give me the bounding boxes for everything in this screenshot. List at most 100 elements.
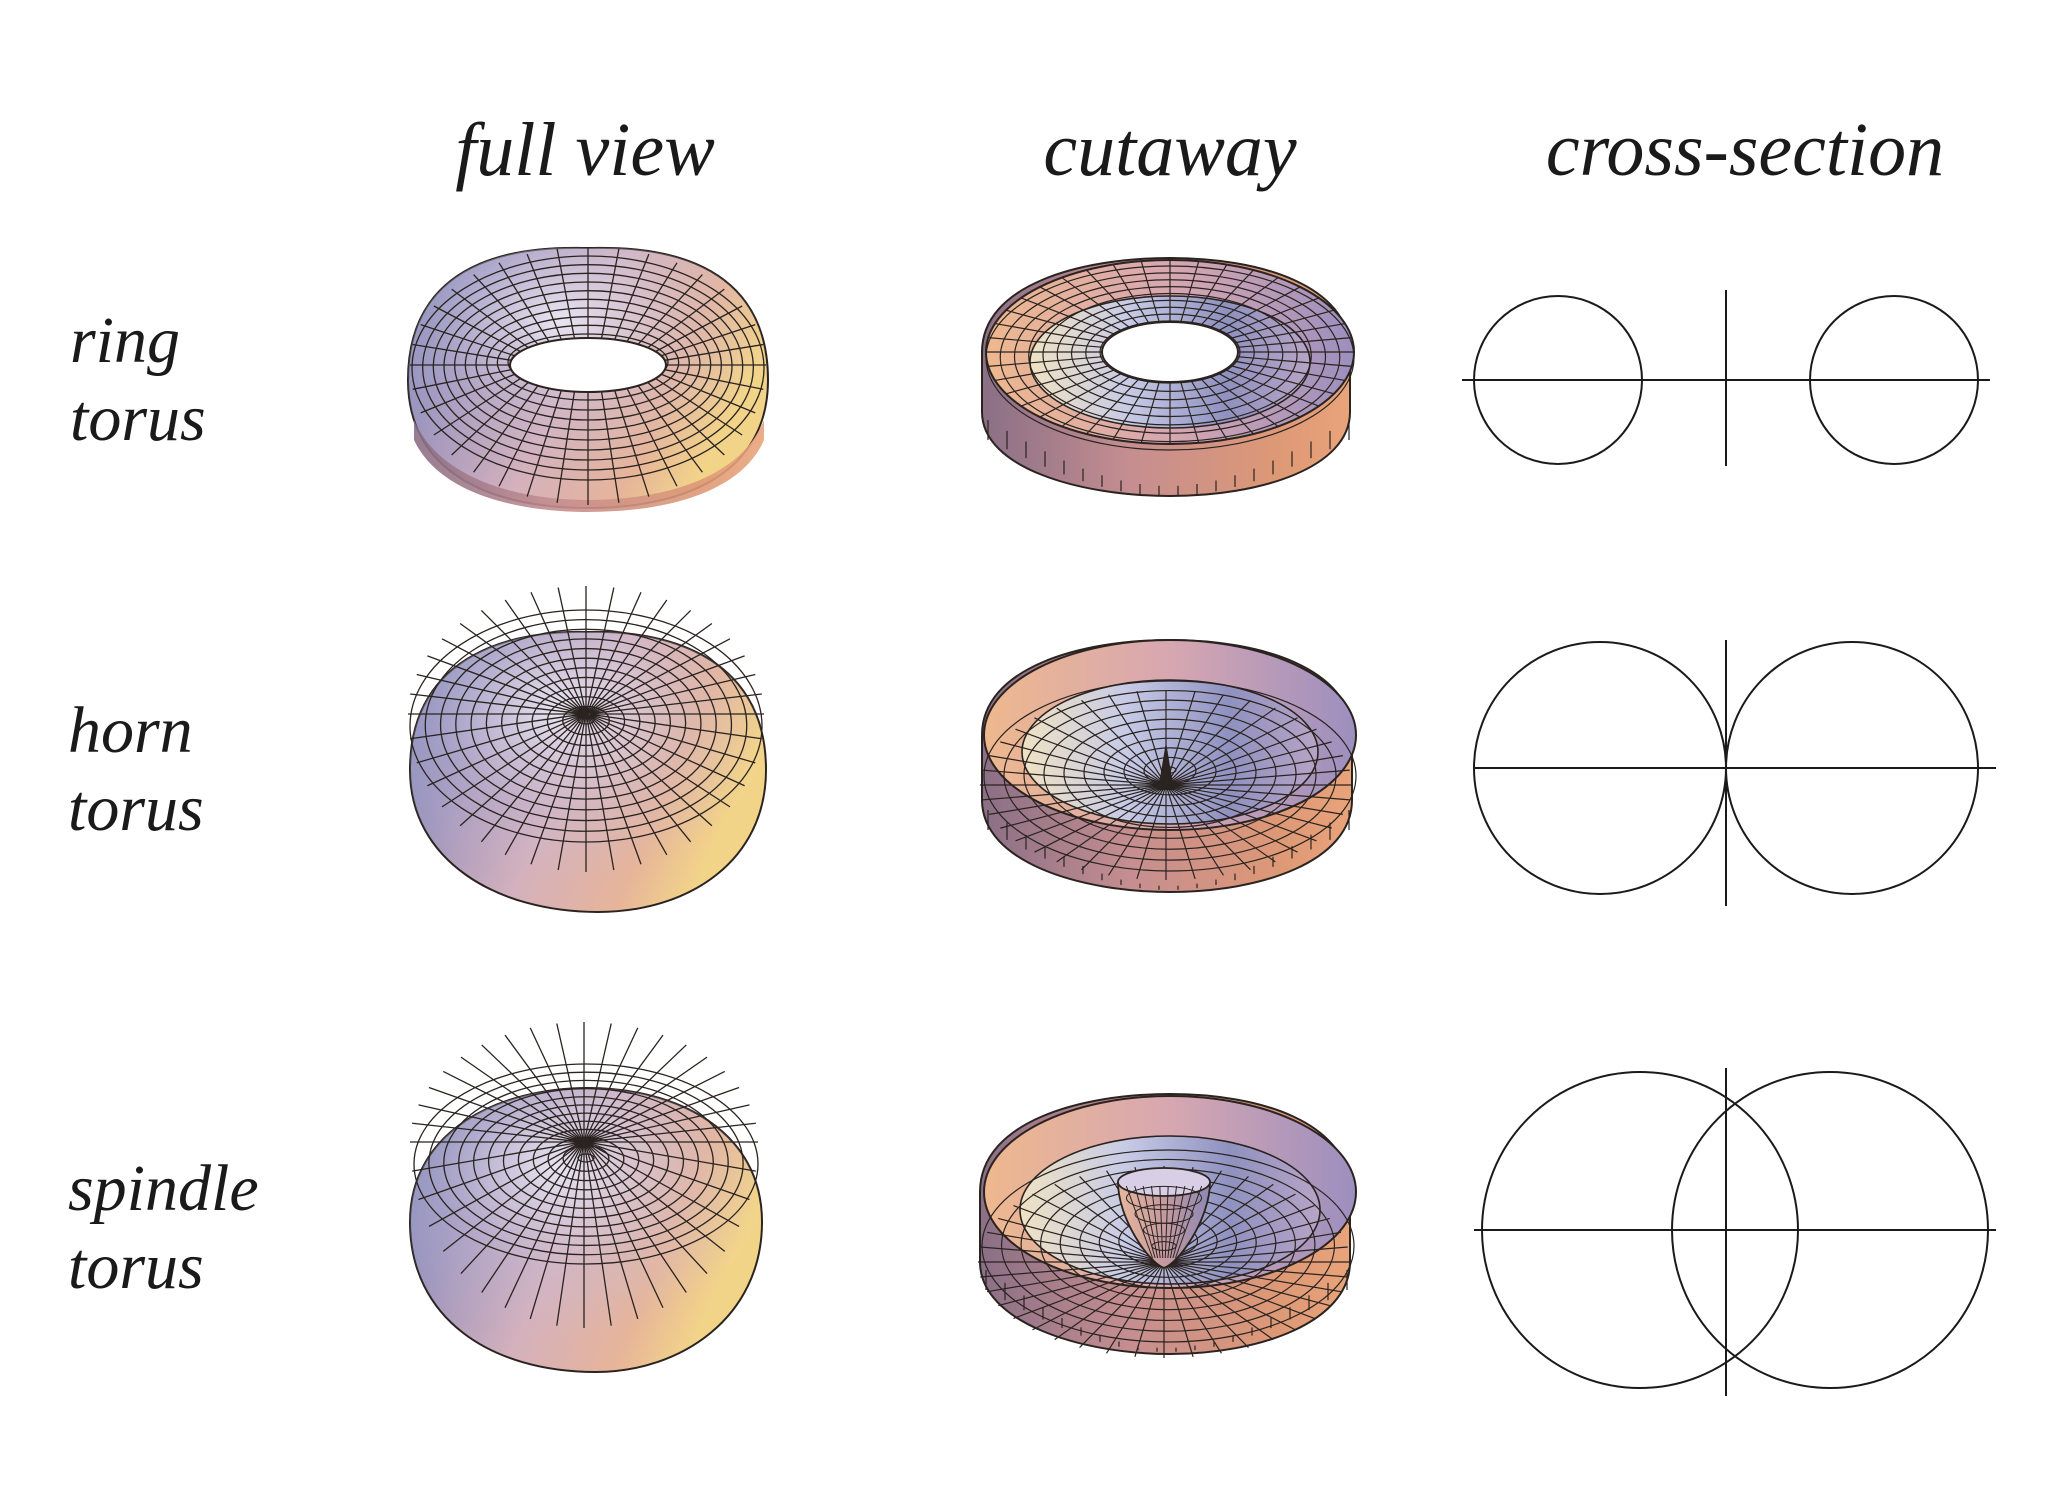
mesh-line — [428, 1142, 581, 1228]
mesh-line — [556, 1143, 585, 1326]
mesh-ring — [1103, 737, 1237, 807]
mesh-line — [556, 248, 576, 339]
mesh-line — [1209, 277, 1279, 329]
mesh-line — [526, 253, 562, 340]
mesh-line — [1237, 337, 1352, 348]
mesh-line — [418, 1142, 581, 1201]
mesh-line — [1159, 1185, 1164, 1259]
mesh-line — [647, 288, 725, 349]
mesh-line — [460, 1056, 582, 1142]
mesh-line — [460, 1142, 582, 1274]
mesh-ring — [502, 1112, 670, 1210]
mesh-line — [585, 1143, 664, 1309]
mesh-line — [1166, 785, 1251, 871]
horn-torus-full-view — [408, 586, 768, 914]
mesh-line — [664, 369, 764, 390]
mesh-line — [433, 377, 521, 436]
mesh-line — [1167, 784, 1350, 801]
mesh-line — [416, 673, 583, 715]
mesh-ring — [1123, 747, 1217, 796]
mesh-line — [655, 305, 743, 353]
mesh-line — [1032, 1262, 1162, 1331]
row-label-line: ring — [70, 304, 181, 377]
mesh-line — [504, 599, 585, 713]
mesh-line — [587, 599, 668, 713]
mesh-line — [1230, 365, 1335, 395]
mesh-line — [1224, 297, 1320, 335]
mesh-line — [988, 356, 1103, 367]
mesh-line — [1167, 785, 1298, 853]
mesh-line — [410, 713, 583, 740]
horn-torus-cross-section — [1473, 640, 1996, 906]
mesh-line — [1034, 717, 1165, 785]
mesh-ring — [487, 1104, 685, 1219]
mesh-line — [1125, 1185, 1154, 1259]
mesh-line — [587, 1142, 740, 1228]
mesh-line — [451, 381, 529, 456]
mesh-line — [1237, 356, 1352, 367]
mesh-line — [587, 715, 668, 856]
mesh-line — [1061, 375, 1131, 427]
mesh-line — [1140, 260, 1160, 323]
mesh-ring — [428, 1071, 744, 1256]
mesh-ring — [458, 1087, 714, 1237]
mesh-line — [1112, 380, 1150, 440]
mesh-line — [587, 1141, 756, 1172]
mesh-line — [1167, 717, 1298, 785]
mesh-line — [589, 713, 762, 740]
mesh-line — [473, 385, 539, 473]
mesh-line — [433, 305, 521, 353]
mesh-line — [451, 288, 529, 349]
mesh-line — [1217, 372, 1301, 418]
mesh-line — [585, 1143, 687, 1293]
mesh-line — [442, 1070, 582, 1142]
mesh-line — [1013, 1262, 1161, 1319]
mesh-line — [1108, 785, 1166, 876]
mesh-line — [586, 1070, 726, 1142]
mesh-ring — [443, 1079, 729, 1247]
mesh-line — [586, 715, 642, 865]
mesh-ring — [1003, 689, 1337, 861]
mesh-line — [1167, 785, 1317, 842]
mesh-line — [481, 1143, 583, 1293]
mesh-line — [989, 784, 1165, 815]
mesh-line — [1167, 1231, 1341, 1262]
mesh-line — [664, 343, 764, 361]
mesh-line — [1166, 694, 1224, 785]
mesh-line — [473, 274, 539, 345]
mesh-line — [1167, 741, 1332, 786]
mesh-line — [1164, 1263, 1194, 1357]
mesh-line — [587, 715, 692, 843]
mesh-line — [1167, 1185, 1178, 1259]
mesh-line — [988, 337, 1103, 348]
mesh-line — [1013, 1205, 1161, 1262]
mesh-line — [412, 369, 512, 390]
mesh-line — [1039, 372, 1123, 418]
mesh-line — [1165, 690, 1196, 785]
mesh-ring — [983, 680, 1357, 872]
mesh-line — [441, 714, 584, 808]
mesh-line — [1032, 1193, 1162, 1262]
mesh-line — [1054, 1263, 1162, 1341]
mesh-line — [1020, 369, 1116, 407]
cross-section-circle-left — [1481, 1071, 1799, 1389]
mesh-line — [1081, 785, 1166, 871]
mesh-line — [587, 1142, 750, 1201]
row-label-line: spindle — [68, 1152, 259, 1225]
mesh-line — [1136, 690, 1167, 785]
mesh-line — [637, 274, 703, 345]
mesh-line — [1134, 1263, 1164, 1357]
mesh-line — [1167, 784, 1343, 815]
mesh-line — [1166, 1262, 1296, 1331]
mesh-line — [587, 1086, 740, 1142]
mesh-line — [588, 638, 731, 714]
mesh-ring — [517, 1120, 655, 1200]
mesh-line — [584, 1027, 639, 1141]
mesh-line — [1081, 699, 1166, 785]
mesh-line — [1000, 784, 1165, 829]
mesh-line — [588, 714, 713, 827]
column-heading-cross-section: cross-section — [1545, 108, 1945, 192]
mesh-line — [1190, 264, 1228, 324]
